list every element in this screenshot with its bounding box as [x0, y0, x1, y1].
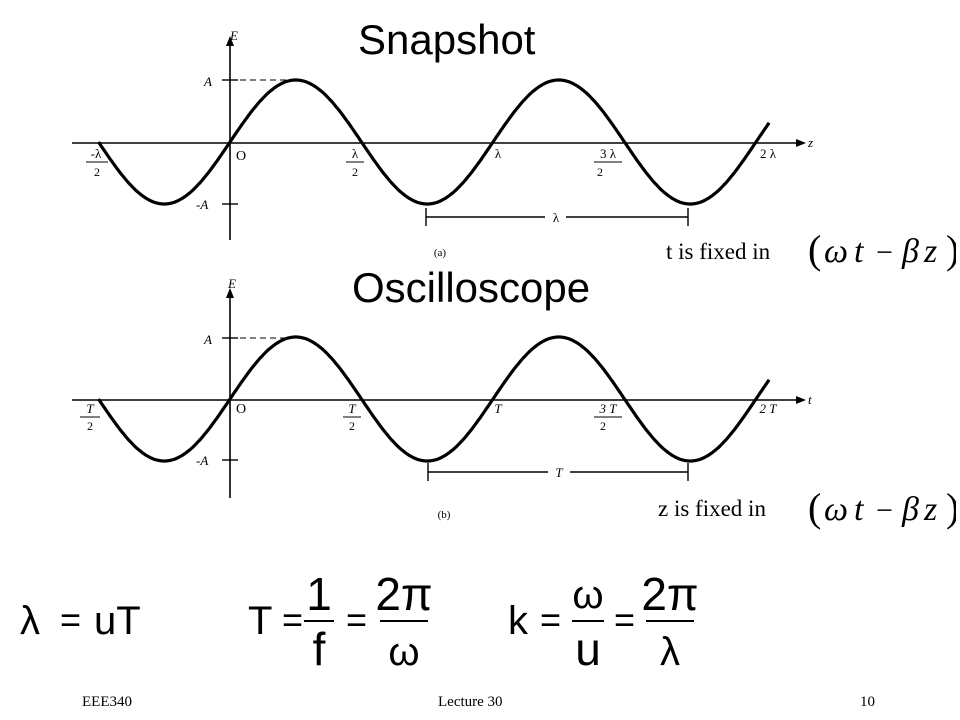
- svg-text:λ: λ: [20, 599, 40, 643]
- svg-text:T: T: [555, 465, 563, 480]
- snapshot-amp-label: A: [203, 74, 212, 89]
- svg-text:z: z: [923, 233, 937, 270]
- svg-text:T: T: [248, 599, 272, 643]
- title-snapshot: Snapshot: [358, 16, 536, 63]
- svg-text:λ: λ: [660, 630, 680, 674]
- snapshot-x-label: z: [807, 135, 813, 150]
- footer-lecture: Lecture 30: [438, 694, 503, 710]
- title-oscilloscope: Oscilloscope: [352, 264, 591, 311]
- snapshot-caption: (a): [434, 247, 447, 259]
- svg-text:ω: ω: [824, 233, 848, 270]
- snapshot-y-arrow: [226, 36, 234, 46]
- formula-period: T = 1 f = 2π ω: [248, 568, 433, 675]
- snapshot-tick-one: λ: [495, 146, 502, 161]
- svg-text:ω: ω: [572, 573, 603, 617]
- svg-text:T: T: [348, 401, 356, 416]
- svg-text:=: =: [346, 599, 367, 640]
- formula-wavelength: λ = uT: [20, 599, 141, 643]
- oscilloscope-neg-amp-label: -A: [196, 453, 208, 468]
- svg-text:3 T: 3 T: [599, 401, 618, 416]
- svg-text:uT: uT: [94, 599, 141, 643]
- oscilloscope-tick-one: T: [494, 401, 502, 416]
- svg-text:): ): [946, 227, 956, 272]
- snapshot-period-marker: λ: [425, 208, 689, 226]
- oscilloscope-x-label: t: [808, 392, 812, 407]
- svg-text:−: −: [876, 494, 893, 527]
- svg-text:t: t: [854, 491, 865, 528]
- svg-text:2: 2: [94, 165, 100, 179]
- svg-text:ω: ω: [824, 491, 848, 528]
- oscilloscope-tick-two: 2 T: [760, 401, 778, 416]
- svg-text:=: =: [282, 599, 303, 640]
- oscilloscope-axes: [72, 288, 806, 498]
- expression-bottom: ( ω t − β z ): [808, 485, 956, 530]
- footer-page-number: 10: [860, 694, 875, 710]
- svg-text:β: β: [901, 233, 919, 270]
- svg-text:T: T: [86, 401, 94, 416]
- svg-text:=: =: [614, 599, 635, 640]
- svg-text:1: 1: [306, 568, 332, 620]
- oscilloscope-wave: [97, 335, 771, 463]
- svg-text:2π: 2π: [641, 568, 698, 620]
- svg-text:(: (: [808, 227, 821, 272]
- oscilloscope-y-label: E: [227, 276, 236, 291]
- svg-text:f: f: [313, 623, 326, 675]
- svg-text:): ): [946, 485, 956, 530]
- svg-text:3 λ: 3 λ: [600, 146, 617, 161]
- snapshot-tick-half: λ 2: [346, 146, 364, 179]
- snapshot-tick-three-half: 3 λ 2: [594, 146, 622, 179]
- oscilloscope-tick-half: T 2: [343, 401, 361, 433]
- oscilloscope-x-arrow: [796, 396, 806, 404]
- svg-text:u: u: [575, 623, 601, 675]
- svg-text:=: =: [540, 599, 561, 640]
- snapshot-neg-amp-label: -A: [196, 197, 208, 212]
- svg-text:t: t: [854, 233, 865, 270]
- snapshot-x-arrow: [796, 139, 806, 147]
- svg-text:λ: λ: [352, 146, 359, 161]
- oscilloscope-tick-neg-half: T 2: [80, 401, 100, 433]
- svg-text:2: 2: [87, 419, 93, 433]
- svg-text:λ: λ: [553, 210, 560, 225]
- svg-text:z: z: [923, 491, 937, 528]
- snapshot-tick-two: 2 λ: [760, 146, 777, 161]
- svg-text:k: k: [508, 599, 529, 643]
- formula-wavenumber: k = ω u = 2π λ: [508, 568, 699, 675]
- note-time-fixed: t is fixed in: [666, 239, 771, 264]
- svg-text:ω: ω: [388, 630, 419, 674]
- oscilloscope-tick-three-half: 3 T 2: [594, 401, 622, 433]
- snapshot-origin-label: O: [236, 149, 246, 164]
- oscilloscope-origin-label: O: [236, 402, 246, 417]
- snapshot-wave: [97, 78, 771, 206]
- note-position-fixed: z is fixed in: [658, 496, 766, 521]
- svg-text:2: 2: [349, 419, 355, 433]
- svg-text:2: 2: [600, 419, 606, 433]
- svg-text:-λ: -λ: [91, 146, 102, 161]
- svg-text:(: (: [808, 485, 821, 530]
- oscilloscope-y-arrow: [226, 288, 234, 298]
- svg-text:−: −: [876, 236, 893, 269]
- formula-row: λ = uT T = 1 f = 2π ω k = ω u = 2π λ: [20, 568, 699, 675]
- svg-text:=: =: [60, 599, 81, 640]
- snapshot-tick-neg-half: -λ 2: [86, 146, 108, 179]
- oscilloscope-period-marker: T: [427, 463, 689, 481]
- snapshot-y-label: E: [229, 28, 238, 43]
- svg-text:2: 2: [597, 165, 603, 179]
- svg-text:2π: 2π: [375, 568, 432, 620]
- svg-text:β: β: [901, 491, 919, 528]
- oscilloscope-caption: (b): [438, 509, 451, 521]
- svg-text:2: 2: [352, 165, 358, 179]
- expression-top: ( ω t − β z ): [808, 227, 956, 272]
- footer-course: EEE340: [82, 694, 132, 710]
- oscilloscope-amp-label: A: [203, 332, 212, 347]
